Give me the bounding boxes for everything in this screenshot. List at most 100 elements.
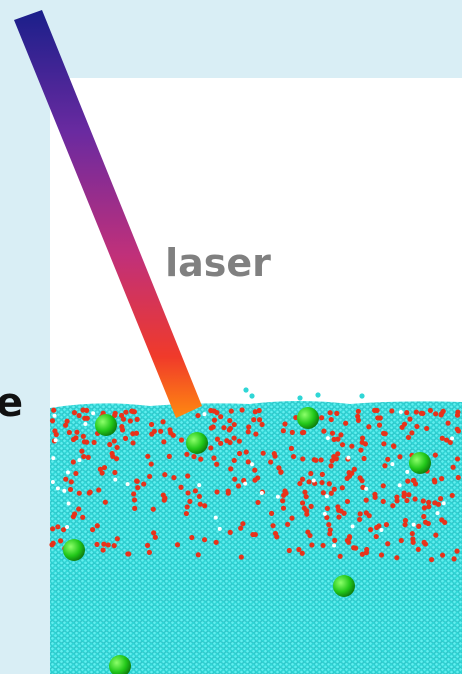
dopant-atom <box>109 655 131 674</box>
red-atom <box>372 407 378 413</box>
red-atom <box>253 431 259 437</box>
red-atom <box>227 417 233 424</box>
red-atom <box>196 493 203 500</box>
void <box>51 456 56 461</box>
red-atom <box>290 453 297 460</box>
red-atom <box>221 425 227 431</box>
red-atom <box>256 417 263 423</box>
void <box>83 421 88 426</box>
red-atom <box>232 476 238 482</box>
red-atom <box>320 542 326 549</box>
red-atom <box>256 407 262 414</box>
red-atom <box>231 421 237 428</box>
red-atom <box>439 435 445 441</box>
red-atom <box>328 490 334 496</box>
red-atom <box>111 438 117 444</box>
red-atom <box>327 531 333 537</box>
red-atom <box>422 519 429 525</box>
void <box>52 413 57 418</box>
red-atom <box>404 410 410 416</box>
red-atom <box>202 503 208 509</box>
red-atom <box>335 436 341 442</box>
dopant-atom <box>186 432 208 454</box>
red-atom <box>187 498 193 504</box>
red-atom <box>328 463 334 469</box>
red-atom <box>102 499 108 505</box>
red-atom <box>299 476 306 482</box>
red-atom <box>252 467 258 473</box>
red-atom <box>309 542 315 548</box>
red-atom <box>329 430 336 436</box>
red-atom <box>228 466 234 472</box>
red-atom <box>131 409 137 415</box>
red-atom <box>97 466 103 472</box>
red-atom <box>81 453 87 460</box>
red-atom <box>198 456 204 462</box>
red-atom <box>426 499 432 505</box>
red-atom <box>228 408 234 414</box>
red-atom <box>112 410 118 416</box>
red-atom <box>211 455 217 461</box>
red-atom <box>50 526 56 532</box>
red-atom <box>359 478 365 484</box>
red-atom <box>111 543 117 549</box>
red-atom <box>227 529 233 535</box>
void <box>398 409 403 414</box>
red-atom <box>304 511 310 517</box>
red-atom <box>401 421 408 427</box>
void <box>350 524 355 529</box>
red-atom <box>149 431 155 437</box>
red-atom <box>238 554 244 560</box>
red-atom <box>245 429 251 435</box>
beam-label: laser <box>165 241 271 285</box>
red-atom <box>385 456 391 462</box>
red-atom <box>337 553 343 559</box>
red-atom <box>122 435 129 441</box>
laser-beam <box>14 10 202 418</box>
red-atom <box>380 483 386 489</box>
red-atom <box>299 550 305 556</box>
ejected-atom <box>297 395 303 401</box>
red-atom <box>447 439 453 446</box>
void <box>213 515 218 520</box>
red-atom <box>418 410 425 416</box>
red-atom <box>270 523 276 529</box>
red-atom <box>67 486 74 493</box>
red-atom <box>208 407 214 414</box>
red-atom <box>338 432 344 438</box>
red-atom <box>397 454 403 460</box>
void <box>441 501 446 506</box>
void <box>411 522 416 527</box>
red-atom <box>50 540 56 546</box>
red-atom <box>394 494 400 500</box>
red-atom <box>252 409 258 415</box>
red-atom <box>148 421 155 428</box>
red-atom <box>297 480 303 487</box>
red-atom <box>424 425 430 432</box>
red-atom <box>51 407 57 413</box>
red-atom <box>71 410 78 416</box>
red-atom <box>214 410 220 416</box>
void <box>197 483 202 488</box>
red-atom <box>73 470 79 477</box>
red-atom <box>351 466 357 472</box>
red-atom <box>439 517 445 523</box>
red-atom <box>300 456 306 462</box>
red-atom <box>80 514 86 520</box>
red-atom <box>326 481 332 487</box>
red-atom <box>150 506 156 512</box>
red-atom <box>218 440 224 446</box>
red-atom <box>245 459 251 465</box>
red-atom <box>235 483 242 489</box>
red-atom <box>385 541 391 547</box>
red-atom <box>319 479 325 486</box>
red-atom <box>62 422 69 428</box>
red-atom <box>357 516 363 523</box>
red-atom <box>455 474 461 481</box>
red-atom <box>394 498 400 504</box>
ejected-atom <box>359 393 365 399</box>
red-atom <box>268 510 275 516</box>
red-atom <box>255 499 261 506</box>
red-atom <box>76 506 82 512</box>
red-atom <box>160 419 166 425</box>
